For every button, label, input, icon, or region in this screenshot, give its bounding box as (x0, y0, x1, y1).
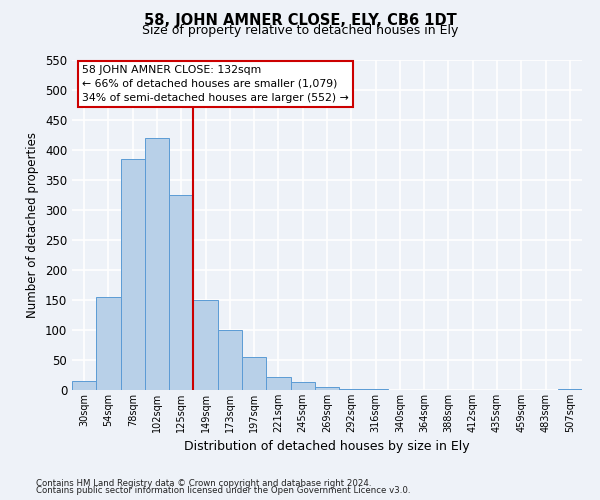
Bar (193, 300, 218, 390)
Bar (121, 159, 145, 390)
Text: 58 JOHN AMNER CLOSE: 132sqm
← 66% of detached houses are smaller (1,079)
34% of : 58 JOHN AMNER CLOSE: 132sqm ← 66% of det… (82, 65, 349, 103)
Bar (339, 389, 364, 390)
Bar (169, 195, 193, 390)
X-axis label: Distribution of detached houses by size in Ely: Distribution of detached houses by size … (184, 440, 470, 454)
Text: Size of property relative to detached houses in Ely: Size of property relative to detached ho… (142, 24, 458, 37)
Text: 58, JOHN AMNER CLOSE, ELY, CB6 1DT: 58, JOHN AMNER CLOSE, ELY, CB6 1DT (143, 12, 457, 28)
Bar (315, 387, 339, 390)
Y-axis label: Number of detached properties: Number of detached properties (26, 132, 40, 318)
Bar (96, 297, 121, 390)
Bar (218, 330, 242, 390)
Text: Contains HM Land Registry data © Crown copyright and database right 2024.: Contains HM Land Registry data © Crown c… (36, 478, 371, 488)
Bar (145, 138, 169, 390)
Bar (72, 381, 96, 390)
Bar (266, 377, 290, 390)
Bar (290, 382, 315, 390)
Bar (558, 389, 582, 390)
Bar (242, 357, 266, 390)
Text: Contains public sector information licensed under the Open Government Licence v3: Contains public sector information licen… (36, 486, 410, 495)
